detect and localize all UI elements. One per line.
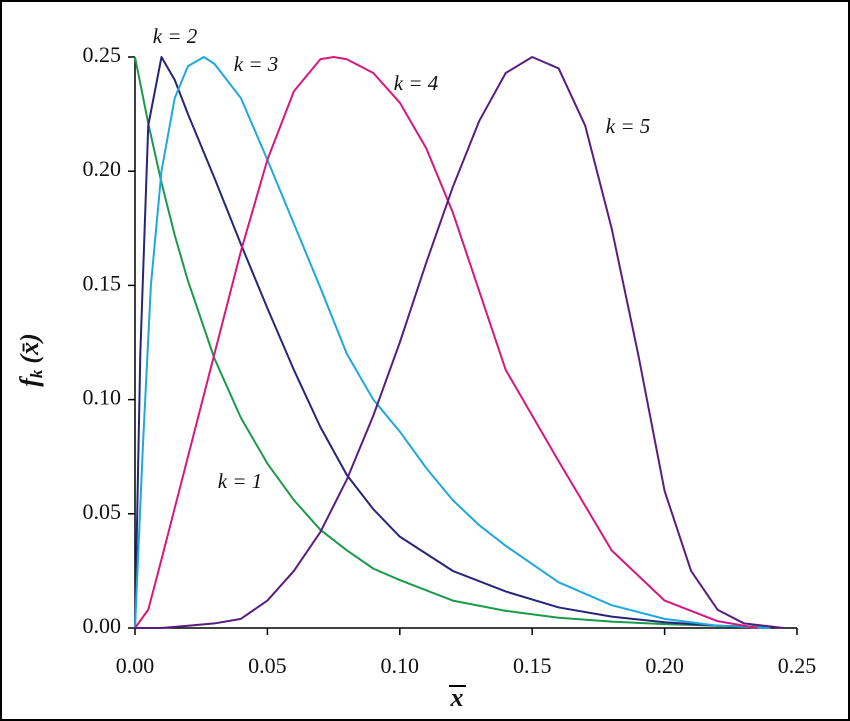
x-tick-label: 0.15 bbox=[513, 653, 552, 678]
series-label: k = 5 bbox=[606, 114, 651, 138]
y-label-sub: k bbox=[27, 369, 46, 378]
line bbox=[134, 56, 771, 629]
x-tick-label: 0.00 bbox=[116, 653, 155, 678]
y-tick-label: 0.15 bbox=[83, 270, 122, 295]
series-label: k = 4 bbox=[394, 71, 439, 95]
y-axis-label: fk (x̄) bbox=[15, 333, 46, 387]
y-tick-label: 0.05 bbox=[83, 499, 122, 524]
y-label-f: f bbox=[15, 376, 44, 387]
x-tick-label: 0.20 bbox=[645, 653, 684, 678]
line bbox=[134, 56, 758, 629]
x-tick-label: 0.05 bbox=[248, 653, 287, 678]
y-tick-label: 0.20 bbox=[83, 156, 122, 181]
x-tick-label: 0.10 bbox=[381, 653, 420, 678]
y-tick-label: 0.10 bbox=[83, 385, 122, 410]
y-label-arg: (x̄) bbox=[15, 333, 44, 363]
x-tick-label: 0.25 bbox=[778, 653, 817, 678]
x-axis-label: x bbox=[450, 683, 464, 712]
line bbox=[134, 56, 771, 628]
series-label: k = 2 bbox=[153, 24, 198, 48]
series-label: k = 1 bbox=[218, 469, 263, 493]
line bbox=[134, 56, 771, 629]
series-label: k = 3 bbox=[234, 52, 279, 76]
line bbox=[135, 56, 784, 629]
y-tick-label: 0.25 bbox=[83, 42, 122, 67]
y-tick-label: 0.00 bbox=[83, 613, 122, 638]
